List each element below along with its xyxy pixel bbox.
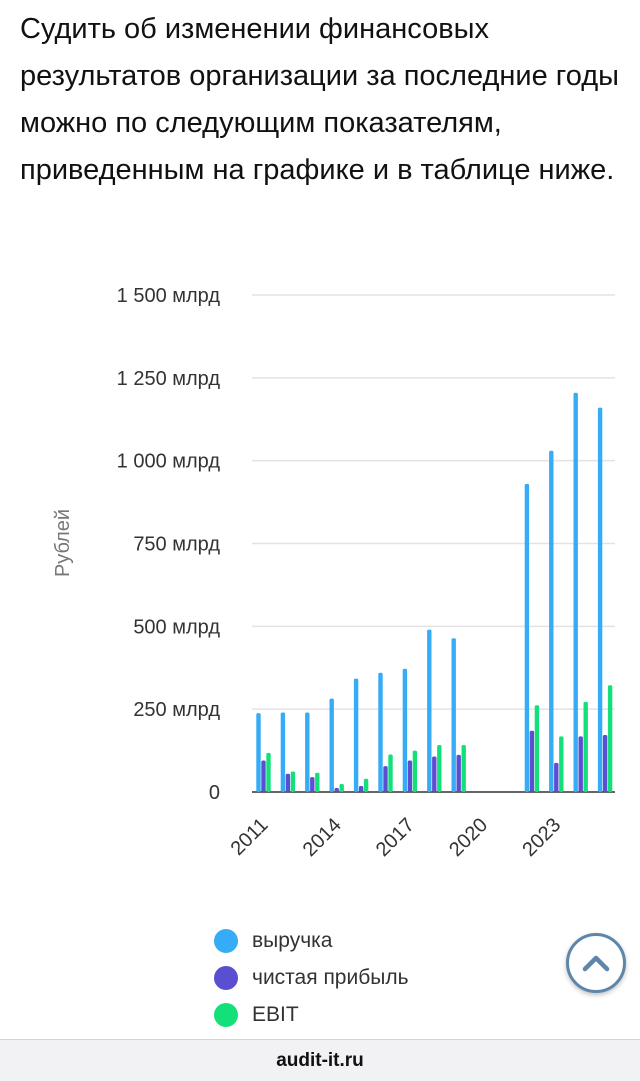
bar-revenue [524, 483, 530, 792]
bar-revenue [280, 712, 286, 792]
y-tick-label: 250 млрд [133, 699, 220, 721]
bar-ebit [607, 685, 613, 792]
bar-net_profit [456, 754, 461, 792]
y-tick-label: 1 000 млрд [117, 451, 221, 473]
legend-label-revenue: выручка [252, 928, 333, 952]
bar-ebit [363, 778, 369, 792]
bar-ebit [461, 744, 466, 792]
bar-revenue [597, 407, 603, 792]
bar-ebit [315, 772, 320, 792]
bar-revenue [573, 392, 578, 792]
chevron-up-icon [582, 955, 610, 972]
footer-site-bar[interactable]: audit-it.ru [0, 1039, 640, 1081]
bar-ebit [388, 754, 393, 792]
bar-ebit [583, 701, 588, 792]
y-tick-label: 0 [209, 782, 220, 804]
bar-ebit [437, 744, 442, 792]
intro-text: Судить об изменении финансовых результат… [20, 13, 619, 186]
bar-net_profit [383, 766, 388, 792]
bar-ebit [412, 750, 418, 792]
bar-ebit [559, 736, 564, 792]
bar-revenue [329, 698, 334, 792]
bar-net_profit [554, 762, 559, 792]
bar-net_profit [261, 760, 266, 792]
legend-marker-revenue [214, 928, 238, 953]
bar-net_profit [432, 756, 437, 792]
bar-revenue [402, 668, 408, 792]
scroll-to-top-button[interactable] [566, 933, 626, 993]
financial-results-chart: 0 250 млрд 500 млрд 750 млрд 1 000 млрд 1 250… [52, 285, 615, 861]
bar-net_profit [334, 788, 339, 792]
bar-revenue [427, 629, 432, 792]
bar-revenue [305, 712, 310, 792]
bar-revenue [353, 678, 359, 792]
bar-net_profit [602, 735, 608, 792]
bar-net_profit [285, 773, 291, 792]
x-tick-label: 2017 [372, 814, 419, 861]
chart-legend: выручка чистая прибыль EBIT [214, 922, 514, 1033]
bar-revenue [549, 450, 554, 792]
legend-label-ebit: EBIT [252, 1002, 299, 1026]
bar-net_profit [578, 736, 583, 792]
bar-net_profit [358, 786, 364, 792]
x-tick-label: 2011 [227, 814, 273, 860]
legend-marker-net-profit [214, 965, 238, 990]
x-tick-label: 2014 [299, 814, 346, 861]
y-tick-label: 1 250 млрд [117, 368, 221, 390]
legend-item-ebit[interactable]: EBIT [214, 996, 514, 1033]
y-tick-label: 500 млрд [133, 616, 220, 638]
y-tick-label: 750 млрд [133, 534, 220, 556]
bar-ebit [266, 752, 271, 792]
legend-item-revenue[interactable]: выручка [214, 922, 514, 959]
bar-revenue [451, 638, 456, 792]
footer-site-label: audit-it.ru [276, 1049, 364, 1071]
legend-label-net-profit: чистая прибыль [252, 965, 409, 989]
bar-net_profit [407, 760, 413, 792]
bar-ebit [339, 784, 344, 792]
bar-revenue [256, 713, 261, 792]
y-axis-title: Рублей [52, 509, 74, 577]
y-tick-label: 1 500 млрд [117, 285, 221, 307]
legend-item-net-profit[interactable]: чистая прибыль [214, 959, 514, 996]
bar-net_profit [529, 730, 535, 792]
bar-ebit [534, 705, 540, 792]
bar-revenue [378, 672, 383, 792]
legend-marker-ebit [214, 1002, 238, 1027]
x-tick-label: 2020 [445, 814, 492, 861]
x-tick-label: 2023 [518, 814, 565, 861]
bar-net_profit [310, 777, 315, 792]
bar-ebit [290, 771, 296, 792]
